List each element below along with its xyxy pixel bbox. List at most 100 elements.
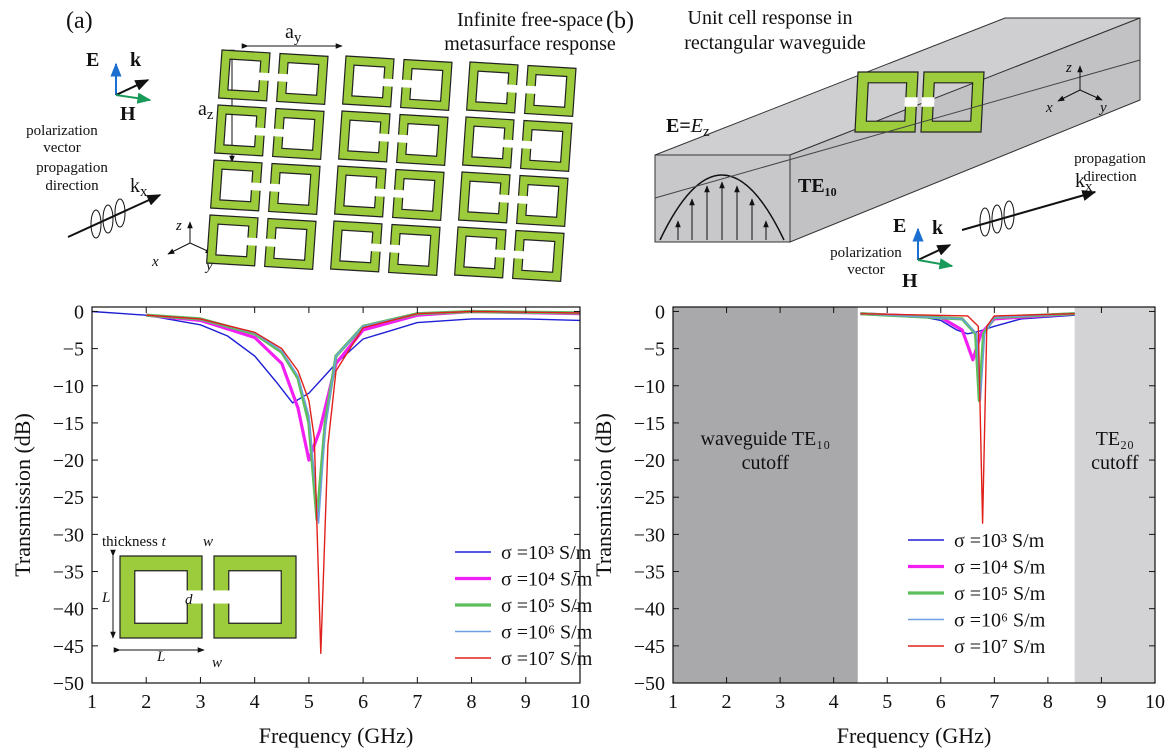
ring-gap — [277, 74, 288, 82]
h-arrow — [116, 95, 150, 100]
unit-cell — [331, 221, 440, 275]
y-tick-label: −10 — [634, 376, 665, 398]
region-label: cutoff — [1091, 452, 1139, 474]
label: E — [86, 49, 99, 71]
y-tick-label: −35 — [634, 562, 665, 584]
ring-gap — [265, 239, 276, 247]
unit-cell — [467, 62, 576, 116]
label: z — [1065, 60, 1072, 76]
line — [860, 314, 1074, 360]
legend-label: σ =10⁴ S/m — [954, 557, 1046, 579]
ring-gap — [370, 243, 381, 251]
x-tick-label: 2 — [141, 691, 151, 713]
legend-label: σ =10⁴ S/m — [501, 569, 593, 591]
unit-cell — [335, 166, 444, 220]
ring-gap — [393, 190, 404, 198]
legend-label: σ =10⁶ S/m — [954, 610, 1046, 632]
ring-gap — [904, 97, 917, 107]
x-axis-label: Frequency (GHz) — [837, 723, 992, 748]
x-tick-label: 7 — [989, 691, 999, 713]
y-axis-label: Transmission (dB) — [591, 413, 616, 577]
x-tick-label: 10 — [1145, 691, 1165, 713]
inset — [113, 556, 296, 650]
label: x — [1045, 100, 1053, 116]
ring-gap — [921, 97, 934, 107]
panel-label: (a) — [66, 8, 93, 34]
unit-cell — [455, 227, 564, 281]
label: z — [175, 218, 182, 234]
x-tick-label: 6 — [358, 691, 368, 713]
ring-gap — [378, 133, 389, 141]
label: k — [932, 217, 944, 239]
region-label: cutoff — [742, 452, 790, 474]
ring-gap — [397, 135, 408, 143]
h-arrow — [918, 260, 952, 266]
label: a — [198, 98, 207, 120]
y-tick-label: −30 — [634, 524, 665, 546]
y-tick-label: −50 — [634, 673, 665, 695]
unit-cell — [219, 50, 328, 104]
legend-label: σ =10⁷ S/m — [501, 648, 593, 670]
ring-gap — [258, 72, 269, 80]
y-tick-label: −40 — [53, 599, 84, 621]
x-tick-label: 3 — [195, 691, 205, 713]
x-axis-label: Frequency (GHz) — [259, 723, 414, 748]
y-tick-label: −45 — [634, 636, 665, 658]
y-tick-label: −5 — [644, 339, 665, 361]
y-tick-label: −15 — [53, 413, 84, 435]
label: polarization — [26, 123, 98, 139]
page: (a) Infinite free-space metasurface resp… — [0, 0, 1173, 753]
label: kx — [130, 175, 148, 200]
x-tick-label: 9 — [521, 691, 531, 713]
label: t — [162, 534, 167, 550]
label: propagation — [36, 160, 108, 176]
unit-cell — [463, 117, 572, 171]
x-tick-label: 10 — [570, 691, 590, 713]
y-tick-label: −35 — [53, 562, 84, 584]
legend-label: σ =10⁵ S/m — [501, 595, 593, 617]
x-tick-label: 7 — [412, 691, 422, 713]
label: polarization — [830, 245, 902, 261]
y-axis-label: Transmission (dB) — [10, 413, 35, 577]
x-tick-label: 5 — [882, 691, 892, 713]
label: propagation — [1074, 151, 1146, 167]
ring-gap — [525, 86, 536, 94]
ring-gap — [494, 249, 505, 257]
unit-cell — [459, 172, 568, 226]
label: z — [207, 107, 214, 123]
ring-gap — [506, 84, 517, 92]
shaded-region — [673, 307, 858, 683]
label: k — [1075, 170, 1085, 192]
x-tick-label: 5 — [304, 691, 314, 713]
y-tick-label: −15 — [634, 413, 665, 435]
unit-cell — [207, 215, 316, 269]
x-tick-label: 9 — [1096, 691, 1106, 713]
figure: (a) Infinite free-space metasurface resp… — [0, 0, 1173, 753]
propagation-arrow — [68, 195, 160, 237]
ring-gap — [401, 80, 412, 88]
panel-label: (b) — [606, 8, 634, 34]
line — [146, 312, 580, 461]
ring-gap — [498, 194, 509, 202]
x-tick-label: 3 — [775, 691, 785, 713]
label: H — [902, 270, 918, 292]
ring-gap — [254, 127, 265, 135]
metasurface — [207, 50, 576, 281]
unit-cell — [211, 160, 320, 214]
ring-gap — [250, 182, 261, 190]
unit-cell — [343, 56, 452, 110]
label: vector — [847, 262, 884, 278]
line — [146, 312, 580, 524]
y-tick-label: −10 — [53, 376, 84, 398]
diagram-title: Unit cell response in — [688, 7, 853, 29]
ring-gap — [374, 188, 385, 196]
region-label: TE₂₀ — [1096, 428, 1134, 450]
inset-label: L — [156, 649, 165, 665]
label: k — [130, 175, 140, 197]
label: thickness — [102, 534, 158, 550]
y-tick-label: −45 — [53, 636, 84, 658]
inset-label: w — [212, 655, 222, 671]
ring-gap — [382, 78, 393, 86]
dimension-label: az — [198, 98, 214, 123]
k-arrow — [918, 245, 950, 260]
